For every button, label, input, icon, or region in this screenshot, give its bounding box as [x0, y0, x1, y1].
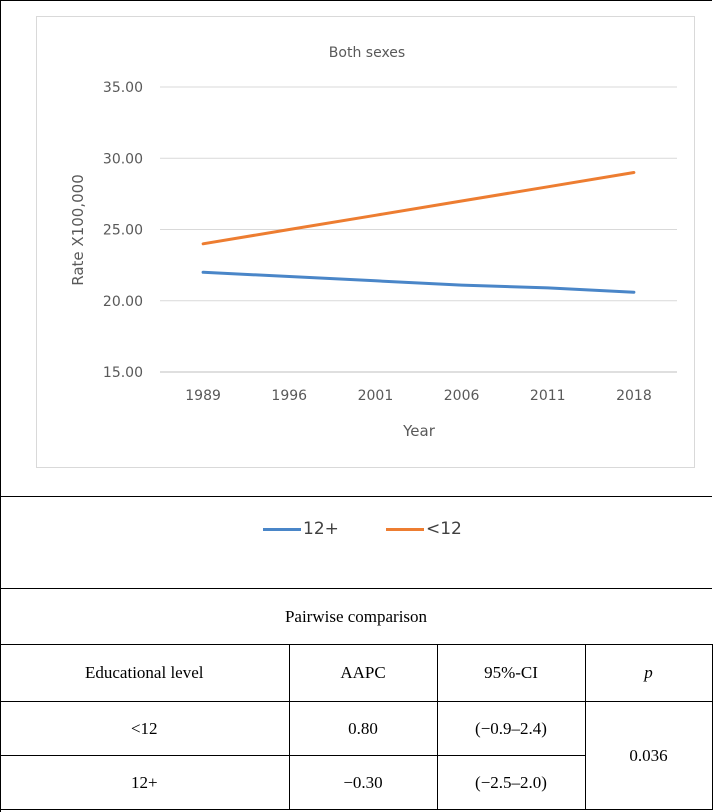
- legend-swatch: [386, 527, 424, 531]
- caption-text: Pairwise comparison: [284, 606, 428, 626]
- legend-item-lt12: <12: [386, 519, 462, 539]
- cell-aapc: 0.80: [288, 701, 438, 756]
- divider: [0, 588, 712, 589]
- cell-ci: (−2.5–2.0): [436, 755, 586, 810]
- table-row: 12+ −0.30 (−2.5–2.0): [0, 755, 712, 810]
- legend-label: 12+: [303, 519, 339, 539]
- chart-area: [36, 16, 695, 468]
- y-tick-label: 30.00: [103, 151, 143, 167]
- cell-level: 12+: [0, 755, 290, 810]
- series-line: [201, 270, 636, 294]
- y-axis-label: Rate X100,000: [69, 174, 87, 285]
- divider: [0, 496, 712, 497]
- x-axis-label: Year: [402, 422, 436, 440]
- table-caption: Pairwise comparison: [0, 589, 712, 644]
- legend-item-12plus: 12+: [263, 519, 339, 539]
- y-tick-label: 20.00: [103, 294, 143, 310]
- legend-swatch: [263, 527, 301, 531]
- header-educational-level: Educational level: [0, 644, 290, 702]
- cell-level: <12: [0, 701, 290, 756]
- legend: 12+ <12: [0, 497, 712, 588]
- x-tick-label: 1996: [271, 388, 307, 404]
- cell-aapc: −0.30: [288, 755, 438, 810]
- cell-ci: (−0.9–2.4): [436, 701, 586, 756]
- header-ci: 95%-CI: [436, 644, 586, 702]
- y-tick-label: 25.00: [103, 223, 143, 239]
- x-tick-label: 2011: [530, 388, 566, 404]
- table-header-row: Educational level AAPC 95%-CI p: [0, 644, 713, 702]
- cell-p-value: 0.036: [584, 701, 713, 810]
- table-row: <12 0.80 (−0.9–2.4) 0.036: [0, 701, 713, 810]
- comparison-table: Educational level AAPC 95%-CI p <12 0.80…: [0, 644, 713, 810]
- line-chart: 35.00 30.00 25.00 20.00 15.00 1989 1996 2001 20…: [69, 45, 677, 440]
- x-tick-label: 1989: [185, 388, 221, 404]
- chart-title: Both sexes: [329, 45, 405, 61]
- x-tick-label: 2001: [358, 388, 394, 404]
- x-tick-label: 2018: [616, 388, 652, 404]
- header-aapc: AAPC: [288, 644, 438, 702]
- header-p: p: [584, 644, 713, 702]
- y-tick-label: 15.00: [103, 365, 143, 381]
- x-tick-label: 2006: [444, 388, 480, 404]
- y-tick-label: 35.00: [103, 80, 143, 96]
- legend-label: <12: [426, 519, 462, 539]
- series-line: [201, 171, 636, 246]
